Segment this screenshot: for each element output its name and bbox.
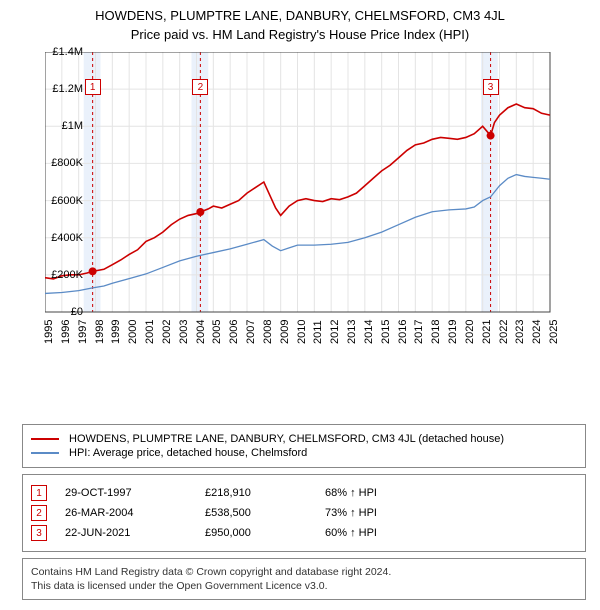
xtick-label: 2015 <box>380 320 392 344</box>
transaction-badge: 1 <box>31 485 47 501</box>
ytick-label: £800K <box>38 157 83 169</box>
chart-container: HOWDENS, PLUMPTRE LANE, DANBURY, CHELMSF… <box>0 0 600 600</box>
ytick-label: £1.2M <box>38 83 83 95</box>
xtick-label: 2000 <box>127 320 139 344</box>
transaction-date: 22-JUN-2021 <box>65 527 205 539</box>
xtick-label: 2022 <box>498 320 510 344</box>
xtick-label: 2017 <box>413 320 425 344</box>
license-line-1: Contains HM Land Registry data © Crown c… <box>31 565 577 579</box>
legend-row: HOWDENS, PLUMPTRE LANE, DANBURY, CHELMSF… <box>31 433 577 445</box>
xtick-label: 2009 <box>279 320 291 344</box>
legend-swatch <box>31 438 59 440</box>
legend-box: HOWDENS, PLUMPTRE LANE, DANBURY, CHELMSF… <box>22 424 586 468</box>
transaction-price: £218,910 <box>205 487 325 499</box>
transaction-pct: 68% ↑ HPI <box>325 487 377 499</box>
xtick-label: 2011 <box>312 320 324 344</box>
chart-marker-badge: 1 <box>85 79 101 95</box>
ytick-label: £600K <box>38 195 83 207</box>
transactions-box: 1 29-OCT-1997£218,91068% ↑ HPI 2 26-MAR-200… <box>22 474 586 552</box>
title-block: HOWDENS, PLUMPTRE LANE, DANBURY, CHELMSF… <box>0 0 600 44</box>
xtick-label: 2001 <box>144 320 156 344</box>
legend-swatch <box>31 452 59 454</box>
xtick-label: 2020 <box>464 320 476 344</box>
license-box: Contains HM Land Registry data © Crown c… <box>22 558 586 600</box>
chart-marker-badge: 3 <box>483 79 499 95</box>
xtick-label: 2019 <box>447 320 459 344</box>
xtick-label: 2010 <box>296 320 308 344</box>
xtick-label: 2013 <box>346 320 358 344</box>
xtick-label: 2003 <box>178 320 190 344</box>
transaction-pct: 73% ↑ HPI <box>325 507 377 519</box>
xtick-label: 2021 <box>481 320 493 344</box>
xtick-label: 1999 <box>110 320 122 344</box>
ytick-label: £200K <box>38 269 83 281</box>
ytick-label: £1M <box>38 120 83 132</box>
license-line-2: This data is licensed under the Open Gov… <box>31 579 577 593</box>
xtick-label: 2006 <box>228 320 240 344</box>
xtick-label: 2004 <box>195 320 207 344</box>
chart-title: HOWDENS, PLUMPTRE LANE, DANBURY, CHELMSF… <box>0 8 600 23</box>
plot-area: £0£200K£400K£600K£800K£1M£1.2M£1.4M19951… <box>45 52 595 372</box>
transaction-date: 26-MAR-2004 <box>65 507 205 519</box>
legend-row: HPI: Average price, detached house, Chel… <box>31 447 577 459</box>
chart-marker-badge: 2 <box>192 79 208 95</box>
transaction-badge: 2 <box>31 505 47 521</box>
xtick-label: 2012 <box>329 320 341 344</box>
xtick-label: 2025 <box>548 320 560 344</box>
xtick-label: 2002 <box>161 320 173 344</box>
transaction-row: 1 29-OCT-1997£218,91068% ↑ HPI <box>31 485 577 501</box>
xtick-label: 2014 <box>363 320 375 344</box>
ytick-label: £1.4M <box>38 46 83 58</box>
legend-label: HOWDENS, PLUMPTRE LANE, DANBURY, CHELMSF… <box>69 433 504 445</box>
transaction-price: £538,500 <box>205 507 325 519</box>
xtick-label: 2016 <box>397 320 409 344</box>
ytick-label: £0 <box>38 306 83 318</box>
xtick-label: 1995 <box>43 320 55 344</box>
chart-subtitle: Price paid vs. HM Land Registry's House … <box>0 27 600 42</box>
xtick-label: 1998 <box>94 320 106 344</box>
transaction-date: 29-OCT-1997 <box>65 487 205 499</box>
xtick-label: 2023 <box>514 320 526 344</box>
transaction-row: 2 26-MAR-2004£538,50073% ↑ HPI <box>31 505 577 521</box>
ytick-label: £400K <box>38 232 83 244</box>
xtick-label: 2007 <box>245 320 257 344</box>
transaction-row: 3 22-JUN-2021£950,00060% ↑ HPI <box>31 525 577 541</box>
xtick-label: 1997 <box>77 320 89 344</box>
legend-label: HPI: Average price, detached house, Chel… <box>69 447 307 459</box>
transaction-price: £950,000 <box>205 527 325 539</box>
xtick-label: 2005 <box>211 320 223 344</box>
xtick-label: 2018 <box>430 320 442 344</box>
transaction-pct: 60% ↑ HPI <box>325 527 377 539</box>
xtick-label: 2008 <box>262 320 274 344</box>
transaction-badge: 3 <box>31 525 47 541</box>
xtick-label: 1996 <box>60 320 72 344</box>
xtick-label: 2024 <box>531 320 543 344</box>
